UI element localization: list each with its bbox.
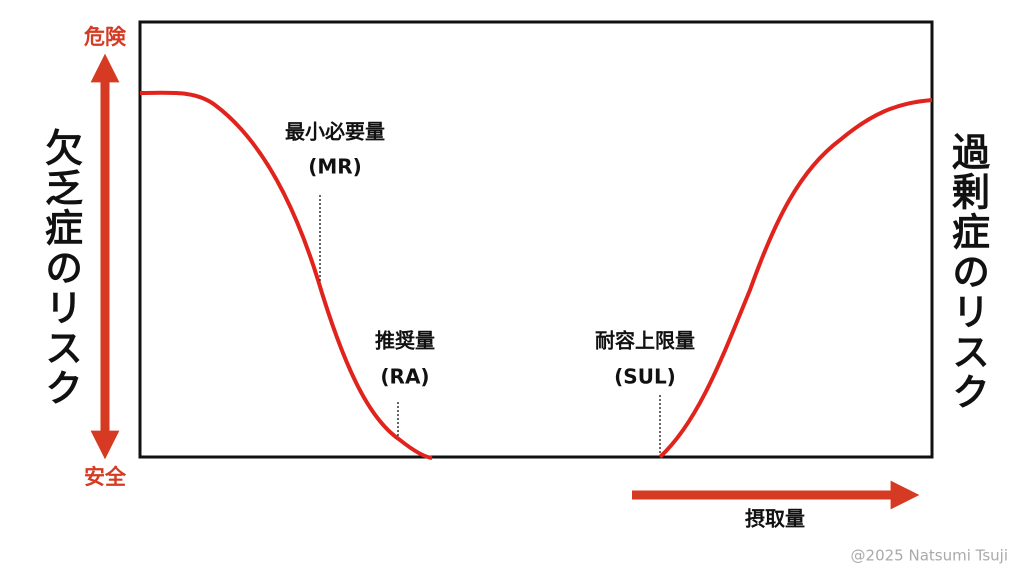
marker-name: 最小必要量 bbox=[285, 120, 385, 144]
marker-abbr: (MR) bbox=[308, 155, 362, 179]
marker-abbr: (RA) bbox=[380, 365, 429, 389]
safe-label: 安全 bbox=[84, 465, 127, 489]
deficiency-curve bbox=[139, 90, 433, 460]
marker-name: 推奨量 bbox=[375, 329, 435, 353]
frame bbox=[138, 20, 934, 459]
deficiency-risk-label: 欠乏症のリスク bbox=[39, 127, 83, 408]
credit: @2025 Natsumi Tsuji bbox=[851, 547, 1008, 565]
excess-curve bbox=[658, 98, 933, 459]
intake-label: 摂取量 bbox=[745, 507, 805, 531]
danger-label: 危険 bbox=[84, 25, 127, 49]
marker-name: 耐容上限量 bbox=[595, 329, 695, 353]
marker-abbr: (SUL) bbox=[614, 365, 676, 389]
excess-risk-label: 過剰症のリスク bbox=[946, 132, 990, 412]
